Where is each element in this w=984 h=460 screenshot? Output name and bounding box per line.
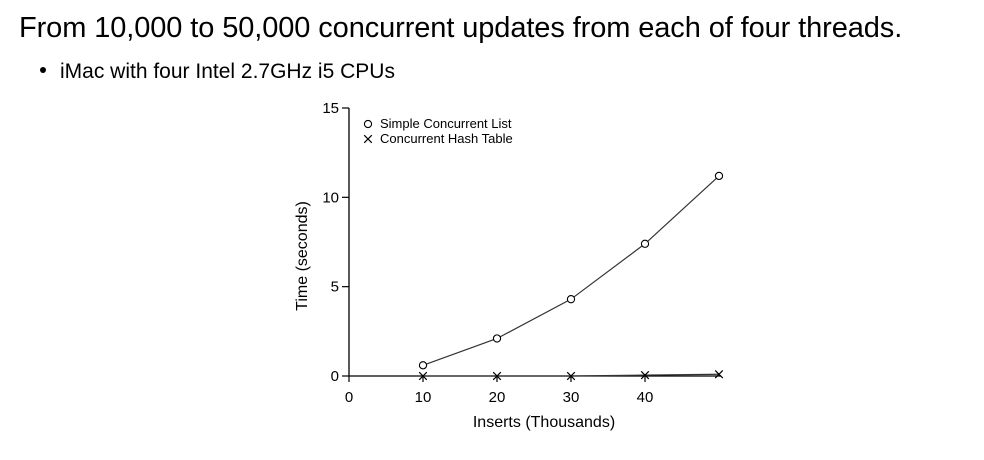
y-tick-label: 0 [331, 368, 339, 385]
bullet-item: iMac with four Intel 2.7GHz i5 CPUs [40, 60, 395, 84]
legend-marker-circle [363, 119, 373, 129]
bullet-text: iMac with four Intel 2.7GHz i5 CPUs [60, 60, 395, 83]
data-point-circle [418, 361, 428, 370]
x-tick-label: 40 [637, 389, 654, 406]
legend-marker-x [363, 134, 373, 144]
series-line-1 [422, 175, 720, 366]
x-tick-label: 20 [489, 389, 506, 406]
y-tick-label: 10 [322, 189, 339, 206]
bullet-dot-icon [40, 67, 46, 74]
legend-label: Simple Concurrent List [380, 116, 512, 131]
y-tick-label: 5 [331, 279, 339, 296]
y-axis-label: Time (seconds) [294, 201, 311, 311]
data-point-x [566, 371, 576, 381]
x-tick-label: 30 [563, 389, 580, 406]
data-point-circle [566, 295, 576, 304]
x-tick-label: 10 [415, 389, 432, 406]
data-point-circle [714, 171, 724, 181]
data-point-x [640, 370, 650, 380]
data-point-circle [640, 239, 650, 248]
data-point-circle [492, 334, 502, 343]
legend-label: Concurrent Hash Table [380, 131, 513, 146]
data-point-x [714, 369, 724, 379]
x-axis-label: Inserts (Thousands) [473, 414, 615, 431]
slide-title: From 10,000 to 50,000 concurrent updates… [19, 12, 903, 44]
data-point-x [492, 371, 502, 381]
x-tick-label: 0 [345, 389, 353, 406]
data-point-x [418, 371, 428, 381]
y-tick-label: 15 [322, 100, 339, 117]
